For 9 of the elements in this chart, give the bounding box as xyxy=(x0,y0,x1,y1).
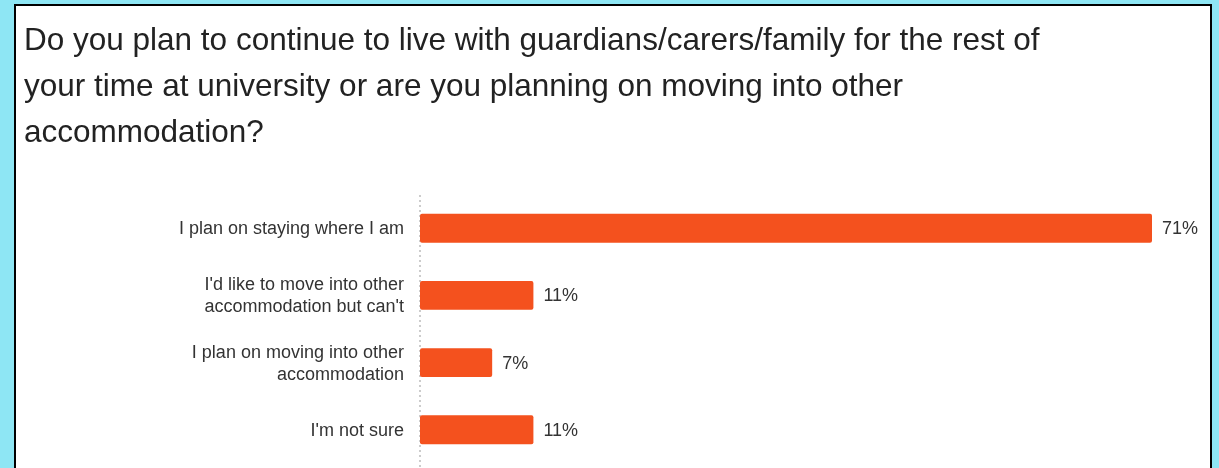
y-tick-label: I'd like to move into other accommodation but can't xyxy=(204,274,404,317)
y-tick-label: I plan on staying where I am xyxy=(178,218,404,239)
data-label: 11% xyxy=(543,419,579,440)
data-label: 11% xyxy=(543,285,579,306)
y-tick-label: I plan on moving into other accommodation xyxy=(191,341,404,384)
data-label: 7% xyxy=(502,352,529,373)
data-label: 71% xyxy=(1162,218,1199,239)
y-tick-label: I'm not sure xyxy=(310,419,404,440)
chart-title: Do you plan to continue to live with guardians/carers/family for the rest of your time at university or are you planning on moving into other accommodation? xyxy=(24,21,1040,149)
